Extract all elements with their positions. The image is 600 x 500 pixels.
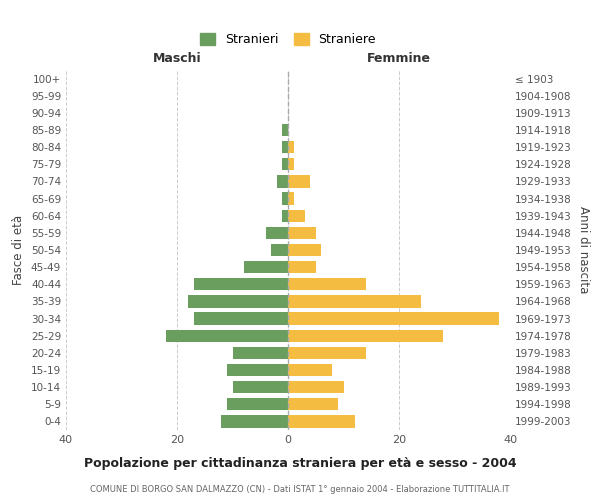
Bar xyxy=(288,346,366,359)
Bar xyxy=(288,244,322,256)
Text: Popolazione per cittadinanza straniera per età e sesso - 2004: Popolazione per cittadinanza straniera p… xyxy=(83,458,517,470)
Y-axis label: Anni di nascita: Anni di nascita xyxy=(577,206,590,294)
Bar xyxy=(288,176,310,188)
Bar xyxy=(288,192,293,204)
Bar xyxy=(194,312,288,324)
Bar xyxy=(227,364,288,376)
Bar xyxy=(188,296,288,308)
Text: Femmine: Femmine xyxy=(367,52,431,65)
Bar xyxy=(288,330,443,342)
Bar xyxy=(244,261,288,274)
Bar xyxy=(233,381,288,394)
Bar xyxy=(288,158,293,170)
Bar xyxy=(233,346,288,359)
Bar xyxy=(266,226,288,239)
Legend: Stranieri, Straniere: Stranieri, Straniere xyxy=(196,30,380,50)
Y-axis label: Fasce di età: Fasce di età xyxy=(13,215,25,285)
Bar xyxy=(288,141,293,154)
Bar xyxy=(221,416,288,428)
Bar xyxy=(194,278,288,290)
Bar xyxy=(288,312,499,324)
Bar xyxy=(288,364,332,376)
Bar xyxy=(271,244,288,256)
Text: COMUNE DI BORGO SAN DALMAZZO (CN) - Dati ISTAT 1° gennaio 2004 - Elaborazione TU: COMUNE DI BORGO SAN DALMAZZO (CN) - Dati… xyxy=(90,485,510,494)
Bar xyxy=(283,158,288,170)
Bar xyxy=(283,124,288,136)
Bar xyxy=(288,398,338,410)
Bar xyxy=(288,261,316,274)
Bar xyxy=(227,398,288,410)
Bar xyxy=(283,192,288,204)
Text: Maschi: Maschi xyxy=(152,52,202,65)
Bar xyxy=(283,141,288,154)
Bar xyxy=(288,416,355,428)
Bar xyxy=(288,226,316,239)
Bar xyxy=(277,176,288,188)
Bar xyxy=(166,330,288,342)
Bar xyxy=(288,278,366,290)
Bar xyxy=(288,381,343,394)
Bar xyxy=(288,296,421,308)
Bar xyxy=(288,210,305,222)
Bar xyxy=(283,210,288,222)
